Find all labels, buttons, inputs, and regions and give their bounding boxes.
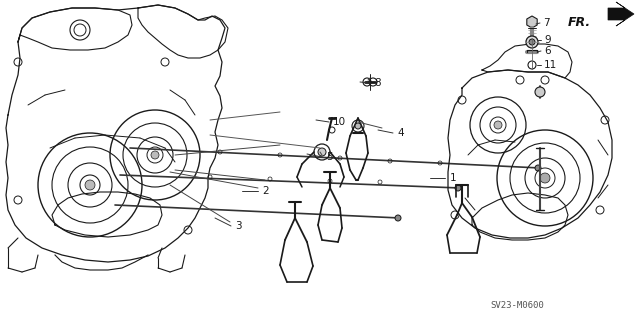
Circle shape — [85, 180, 95, 190]
Text: 4: 4 — [397, 128, 404, 138]
Polygon shape — [527, 16, 537, 28]
Text: 3: 3 — [235, 221, 242, 231]
Text: 2: 2 — [262, 186, 269, 196]
Circle shape — [535, 87, 545, 97]
Text: 8: 8 — [374, 78, 381, 88]
Circle shape — [526, 36, 538, 48]
Circle shape — [318, 148, 326, 156]
Circle shape — [355, 123, 361, 129]
Text: 11: 11 — [544, 60, 557, 70]
Text: 6: 6 — [544, 46, 550, 56]
Circle shape — [494, 121, 502, 129]
Circle shape — [535, 165, 541, 171]
Circle shape — [529, 39, 535, 45]
Text: FR.: FR. — [568, 16, 591, 29]
Text: 9: 9 — [544, 35, 550, 45]
Text: SV23-M0600: SV23-M0600 — [490, 301, 544, 310]
Text: 10: 10 — [333, 117, 346, 127]
Circle shape — [540, 173, 550, 183]
Circle shape — [455, 185, 461, 191]
Text: 1: 1 — [450, 173, 456, 183]
Circle shape — [395, 215, 401, 221]
Polygon shape — [608, 2, 634, 26]
Text: 5: 5 — [326, 152, 333, 162]
Text: 7: 7 — [543, 18, 550, 28]
Circle shape — [151, 151, 159, 159]
